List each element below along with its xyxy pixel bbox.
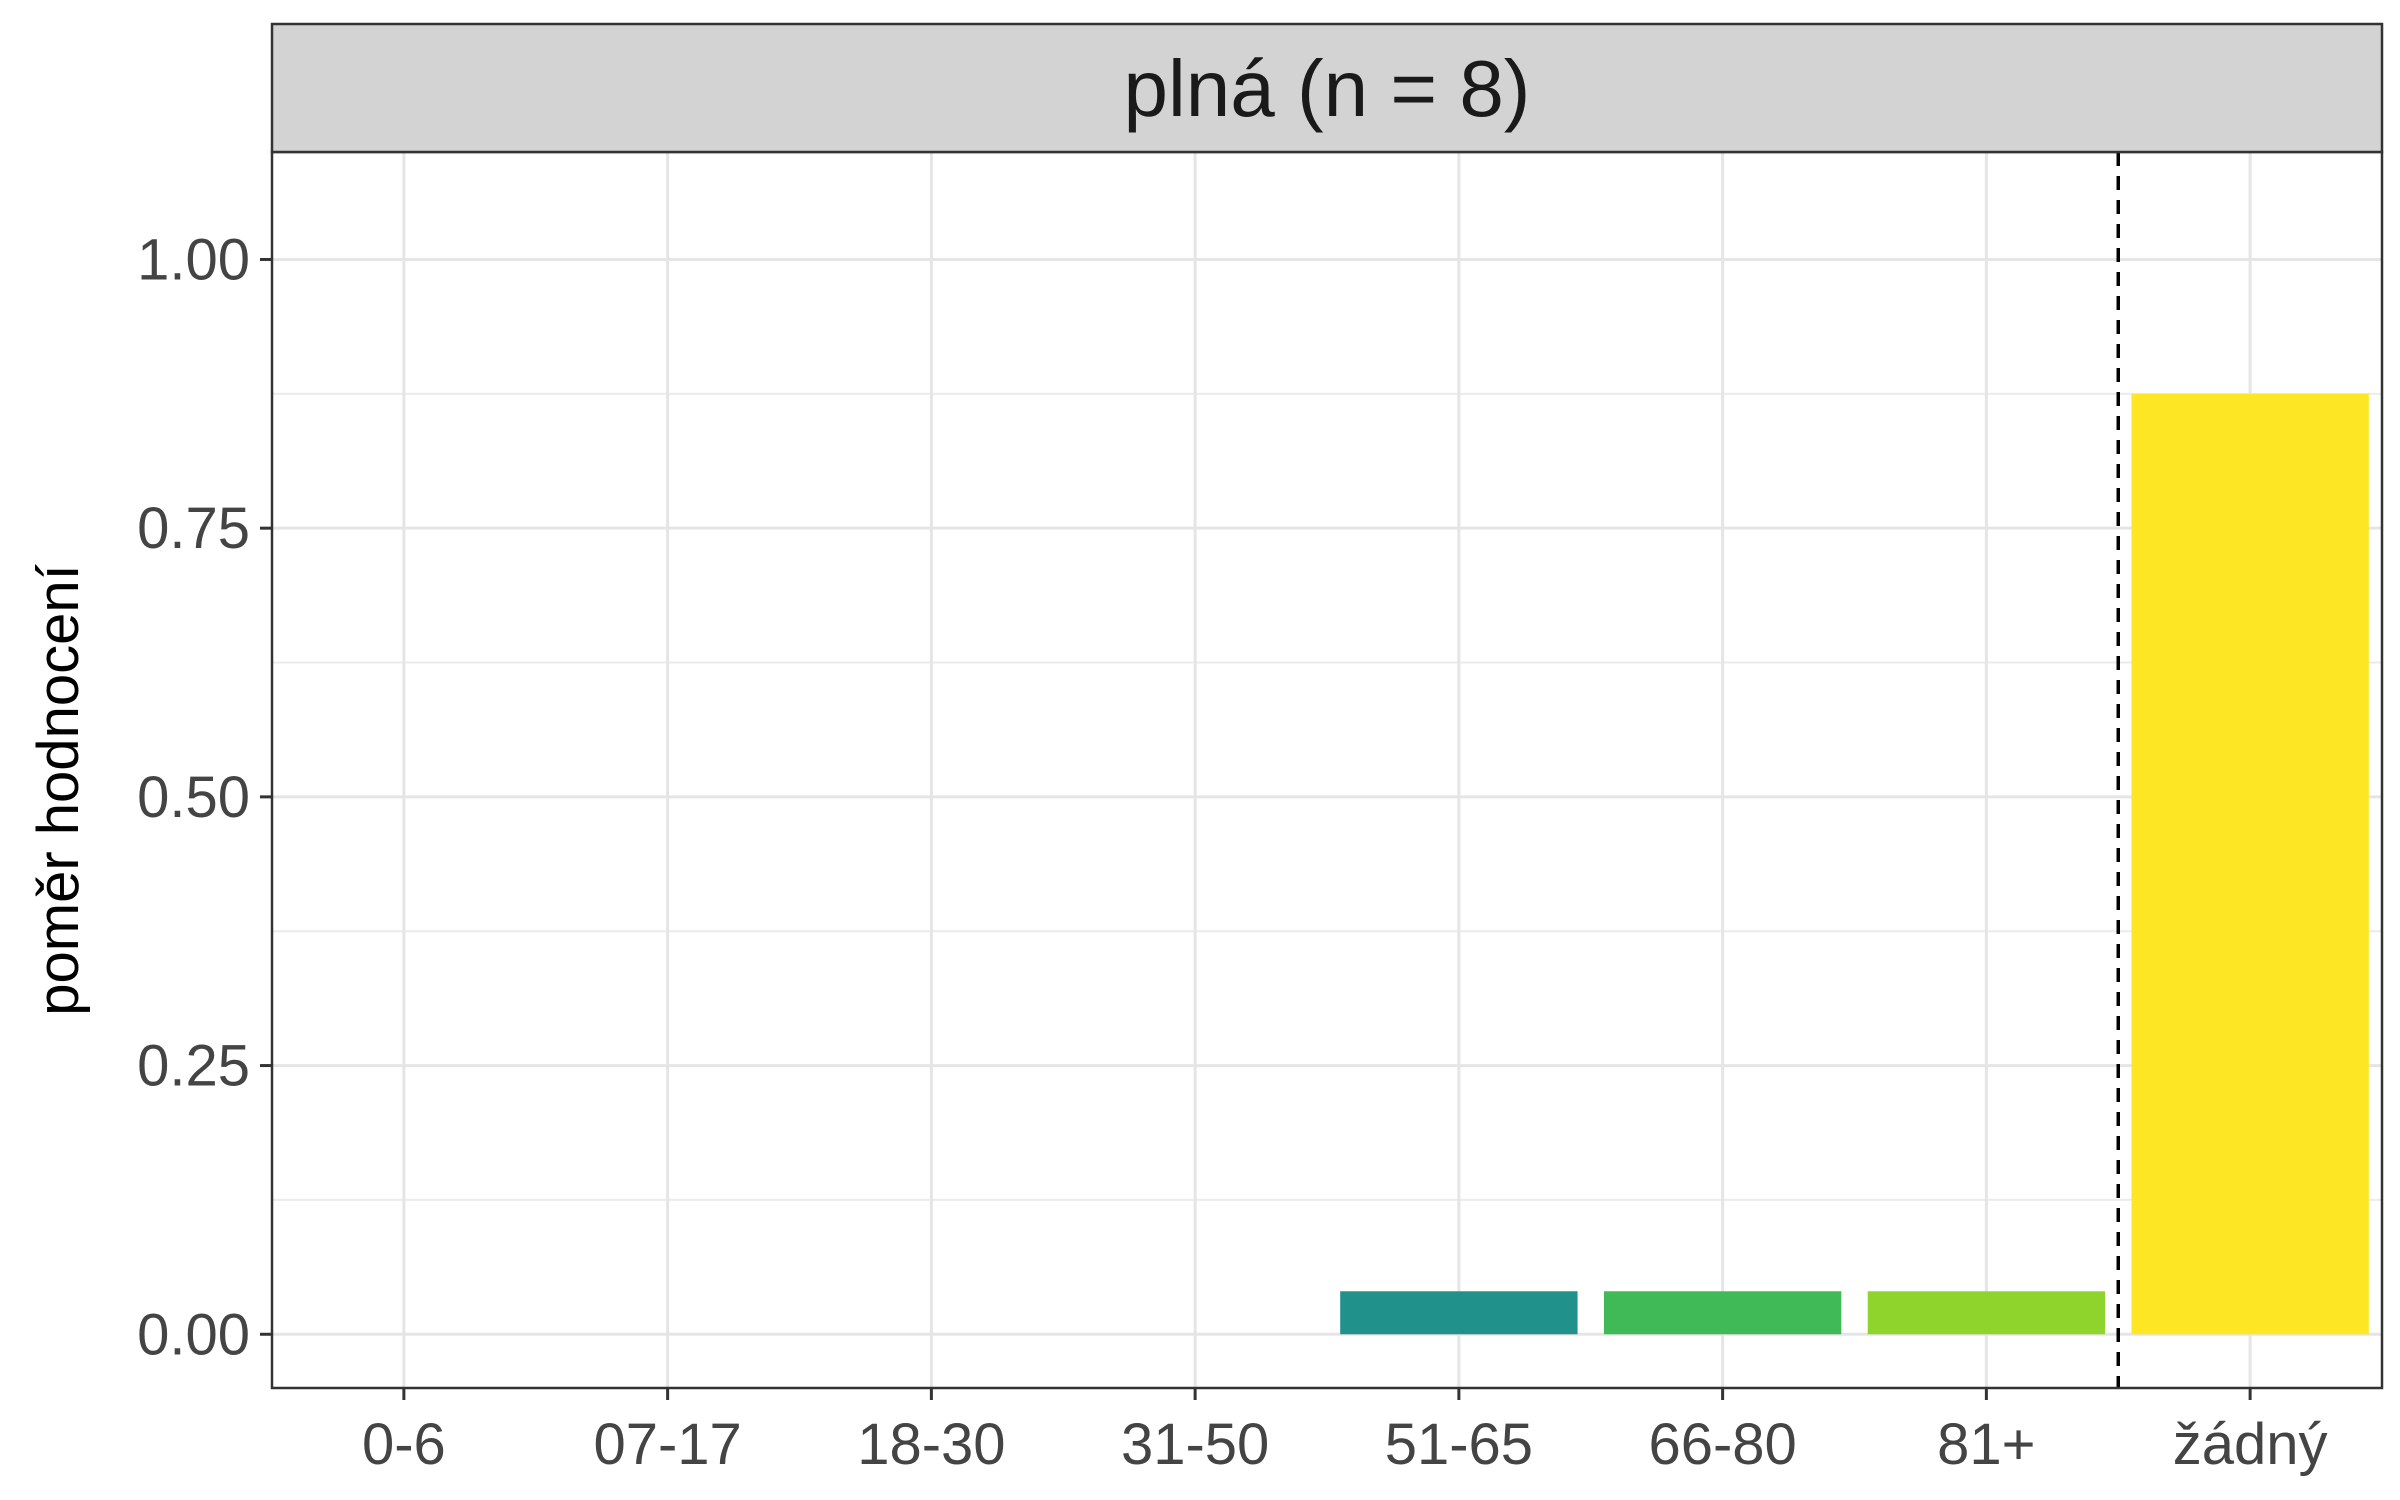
y-tick-label: 1.00 xyxy=(137,227,250,292)
x-tick-label: 18-30 xyxy=(857,1412,1005,1477)
y-tick-label: 0.00 xyxy=(137,1302,250,1367)
x-tick-label: žádný xyxy=(2173,1412,2328,1477)
y-tick-label: 0.25 xyxy=(137,1034,250,1099)
y-axis: 0.00 0.25 0.50 0.75 1.00 xyxy=(137,227,272,1367)
bar-žádný xyxy=(2131,393,2369,1335)
x-axis: 0-6 07-17 18-30 31-50 51-65 66-80 81+ žádný xyxy=(362,1388,2328,1477)
x-tick-label: 66-80 xyxy=(1648,1412,1796,1477)
panel-border xyxy=(270,150,2384,1390)
y-axis-title: poměr hodnocení xyxy=(26,564,91,1015)
facet-strip-label: plná (n = 8) xyxy=(1124,44,1531,133)
x-tick-label: 81+ xyxy=(1937,1412,2035,1477)
x-tick-label: 07-17 xyxy=(593,1412,741,1477)
bar-81+ xyxy=(1867,1291,2106,1335)
facet-strip xyxy=(270,22,2384,154)
x-tick-label: 0-6 xyxy=(362,1412,446,1477)
grid-minor xyxy=(272,392,2382,1201)
bar-51-65 xyxy=(1340,1291,1578,1335)
y-tick-label: 0.75 xyxy=(137,496,250,561)
bars xyxy=(1340,393,2369,1335)
x-tick-label: 51-65 xyxy=(1385,1412,1533,1477)
grid-major xyxy=(272,152,2382,1388)
y-tick-label: 0.50 xyxy=(137,765,250,830)
x-tick-label: 31-50 xyxy=(1121,1412,1269,1477)
bar-66-80 xyxy=(1603,1291,1842,1335)
